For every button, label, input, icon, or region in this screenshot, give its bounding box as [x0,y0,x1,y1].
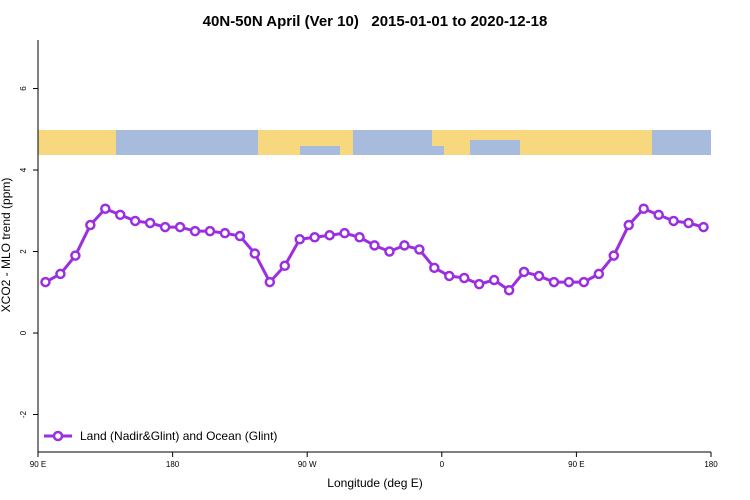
point [129,215,141,227]
water-patch [432,146,444,155]
point [533,270,545,282]
chart-title: 40N-50N April (Ver 10) 2015-01-01 to 202… [203,13,548,30]
map-strip [38,130,711,155]
point [369,240,380,251]
x-tick-label: 90 E [568,460,584,469]
point [204,225,216,237]
point [189,225,201,237]
point [698,221,709,233]
point [70,250,81,261]
point [339,227,350,239]
point [488,274,500,286]
land-strip [38,130,116,155]
point [593,268,605,280]
y-tick-label: 2 [19,249,28,254]
point [85,219,96,231]
point [100,203,111,214]
point [249,248,261,259]
point [309,232,320,243]
point [518,266,530,278]
point [354,232,365,243]
point [324,229,335,241]
point [473,278,485,290]
point [503,284,515,296]
point [444,270,455,282]
legend-label: Land (Nadir&Glint) and Ocean (Glint) [80,429,277,443]
point [115,209,126,221]
point [429,262,440,274]
land-strip [432,130,652,155]
point [578,276,590,288]
y-tick-label: -2 [19,410,28,418]
y-tick-label: 6 [19,86,28,91]
point [55,268,66,280]
point [638,203,649,214]
point [144,217,156,229]
x-tick-label: 0 [440,460,445,469]
point [294,234,305,245]
point [563,276,575,288]
point [219,227,231,239]
y-tick-label: 0 [19,330,28,335]
legend-marker [52,430,64,442]
x-tick-label: 180 [166,460,180,469]
y-tick-label: 4 [19,167,28,172]
point [264,276,276,288]
point [174,221,186,233]
point [548,276,560,288]
point [384,246,395,257]
water-patch [470,140,520,155]
point [40,276,51,288]
point [653,209,664,221]
point [623,219,634,231]
point [159,221,171,233]
point [234,230,246,242]
x-tick-label: 90 E [30,460,46,469]
point [608,250,620,261]
point [668,215,679,227]
water-patch [300,146,340,155]
point [458,272,470,284]
x-tick-label: 90 W [298,460,317,469]
point [279,260,291,272]
x-tick-label: 180 [704,460,718,469]
y-axis-label: XCO2 - MLO trend (ppm) [0,178,13,313]
point [399,240,410,251]
point [683,217,694,229]
point [414,244,425,255]
x-axis-label: Longitude (deg E) [327,476,422,490]
